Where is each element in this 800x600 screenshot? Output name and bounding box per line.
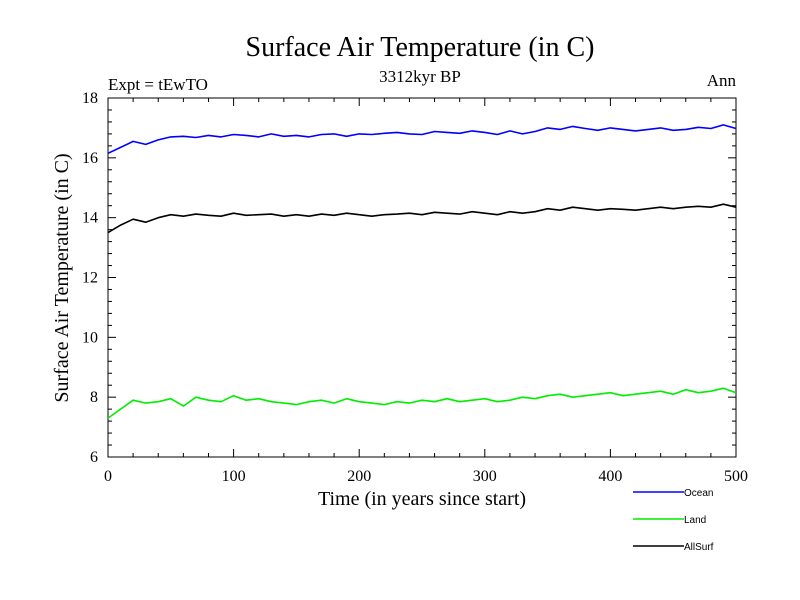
- y-tick-label: 6: [90, 449, 98, 466]
- y-tick-label: 14: [82, 210, 98, 227]
- y-tick-label: 10: [82, 329, 98, 346]
- x-tick-label: 200: [347, 468, 371, 485]
- y-tick-label: 18: [82, 90, 98, 107]
- y-tick-label: 12: [82, 270, 98, 287]
- experiment-label: Expt = tEwTO: [108, 75, 208, 94]
- legend-label-ocean: Ocean: [684, 488, 713, 499]
- y-tick-label: 16: [82, 150, 98, 167]
- series-line-ocean: [107, 124, 737, 155]
- x-tick-label: 300: [473, 468, 497, 485]
- series-line-allsurf: [107, 203, 737, 234]
- x-tick-label: 400: [598, 468, 622, 485]
- x-axis-label: Time (in years since start): [318, 488, 526, 510]
- season-label: Ann: [707, 71, 737, 90]
- chart-title: Surface Air Temperature (in C): [246, 32, 595, 63]
- series-line-land: [107, 387, 737, 419]
- y-axis-ticks: 6 8 10 12 14 16 18: [82, 90, 736, 466]
- plot-frame: [107, 97, 737, 458]
- legend: Ocean Land AllSurf: [633, 488, 714, 553]
- x-tick-label: 500: [724, 468, 748, 485]
- chart-subtitle: 3312kyr BP: [379, 67, 461, 86]
- legend-label-allsurf: AllSurf: [684, 542, 714, 553]
- y-axis-label: Surface Air Temperature (in C): [51, 153, 73, 402]
- x-tick-label: 100: [222, 468, 246, 485]
- series-lines: [107, 124, 737, 419]
- x-axis-ticks: 0 100 200 300 400 500: [104, 98, 748, 485]
- y-tick-label: 8: [90, 389, 98, 406]
- x-tick-label: 0: [104, 468, 112, 485]
- legend-label-land: Land: [684, 515, 706, 526]
